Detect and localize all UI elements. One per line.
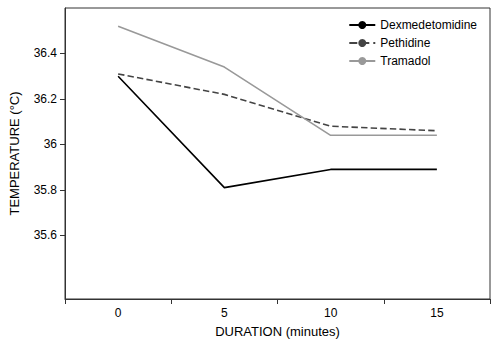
svg-text:35.8: 35.8 (34, 183, 58, 197)
svg-text:Pethidine: Pethidine (380, 36, 430, 50)
svg-text:35.6: 35.6 (34, 228, 58, 242)
svg-text:36.4: 36.4 (34, 46, 58, 60)
svg-text:10: 10 (324, 306, 338, 320)
svg-text:TEMPERATURE (°C): TEMPERATURE (°C) (7, 91, 22, 215)
svg-text:15: 15 (430, 306, 444, 320)
svg-text:Dexmedetomidine: Dexmedetomidine (380, 18, 477, 32)
svg-text:36.2: 36.2 (34, 92, 58, 106)
svg-text:Tramadol: Tramadol (380, 54, 430, 68)
svg-text:5: 5 (221, 306, 228, 320)
svg-text:36: 36 (44, 137, 58, 151)
svg-text:DURATION (minutes): DURATION (minutes) (215, 324, 340, 339)
svg-text:0: 0 (115, 306, 122, 320)
